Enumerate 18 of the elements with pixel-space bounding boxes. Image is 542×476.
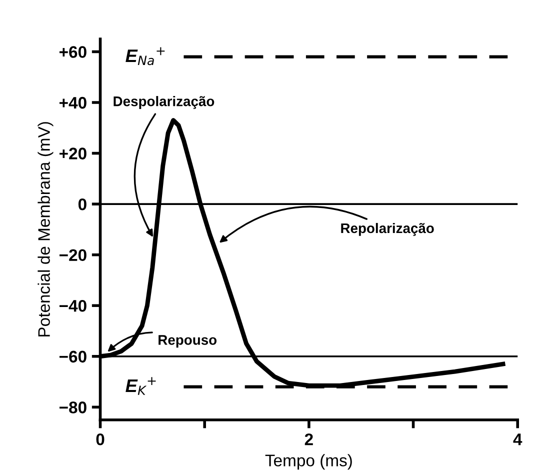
y-axis-title: Potencial de Membrana (mV) bbox=[38, 122, 54, 336]
annotation: Repouso bbox=[158, 335, 217, 348]
y-tick-label: −60 bbox=[59, 350, 86, 363]
ref-line-label: E$_{Na}$$^{+}$ bbox=[126, 47, 165, 66]
annotation: Repolarização bbox=[341, 222, 434, 236]
y-tick-label: +60 bbox=[60, 46, 86, 58]
y-tick-label: −40 bbox=[59, 300, 86, 312]
x-tick-label: 0 bbox=[96, 433, 104, 446]
x-axis-title: Tempo (ms) bbox=[265, 454, 352, 470]
x-tick-label: 2 bbox=[304, 433, 313, 446]
x-tick-label: 4 bbox=[513, 434, 522, 446]
y-tick-label: +40 bbox=[60, 96, 86, 109]
y-tick-label: 0 bbox=[78, 198, 86, 210]
y-tick-label: −20 bbox=[59, 249, 86, 262]
annotation: Despolarização bbox=[114, 96, 214, 109]
y-tick-label: −80 bbox=[59, 402, 86, 414]
ref-line-label: E$_{K}$$^{+}$ bbox=[126, 377, 156, 395]
y-tick-label: +20 bbox=[60, 148, 86, 160]
